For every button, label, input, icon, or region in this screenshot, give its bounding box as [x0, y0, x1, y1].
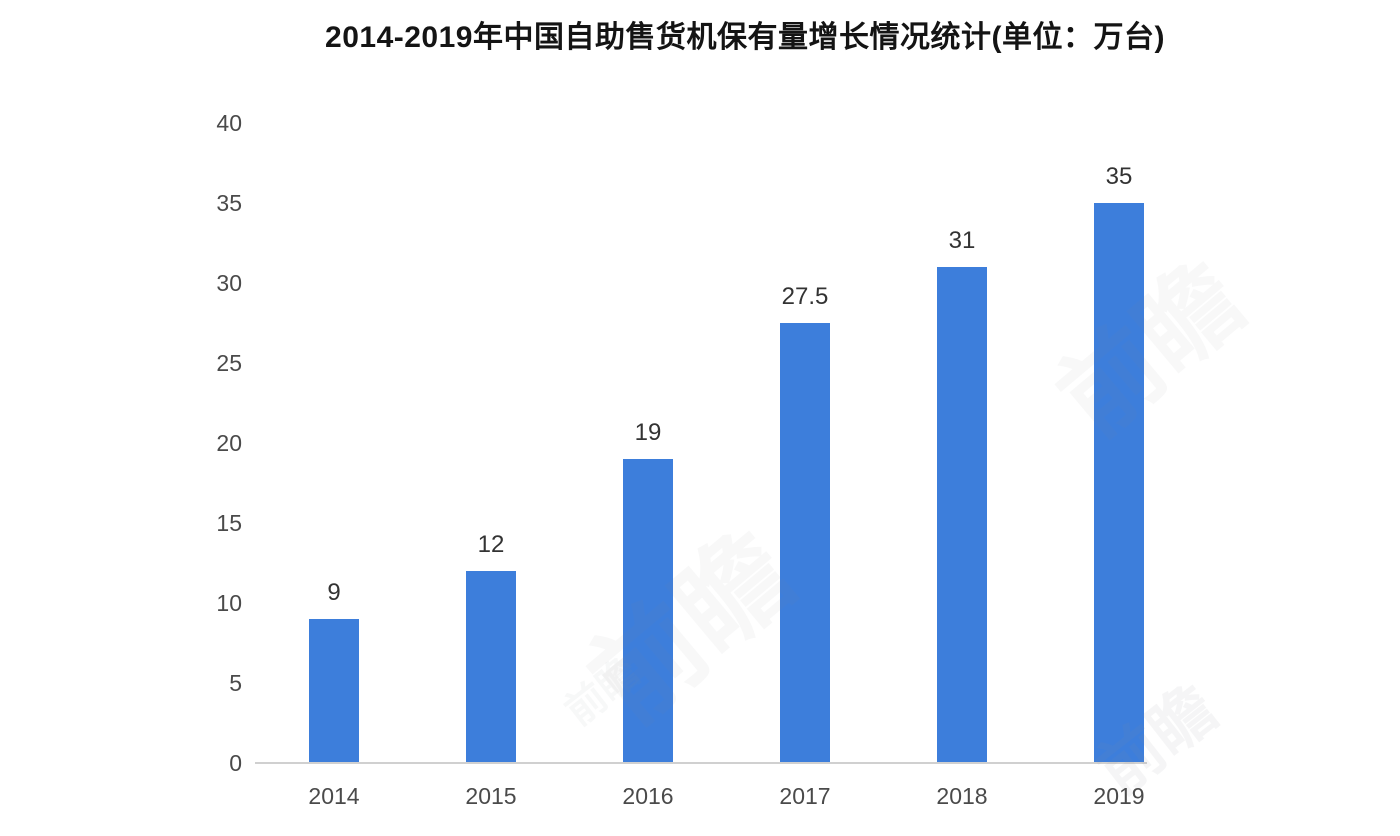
watermark-text: 前瞻: [1038, 242, 1264, 457]
y-axis-tick-label: 10: [216, 590, 242, 616]
bar-value-label: 19: [634, 419, 662, 446]
bar-value-label: 35: [1105, 163, 1133, 190]
x-axis-tick-label: 2016: [622, 783, 674, 809]
x-axis-tick-label: 2017: [779, 783, 831, 809]
x-axis-tick-label: 2018: [936, 783, 988, 809]
bar: [1094, 203, 1144, 763]
y-axis-tick-label: 30: [216, 270, 242, 296]
bar: [623, 459, 673, 763]
bar: [309, 619, 359, 763]
y-axis-tick-label: 40: [216, 110, 242, 136]
x-axis-tick-label: 2015: [465, 783, 517, 809]
bar: [466, 571, 516, 763]
bar-value-label: 9: [327, 579, 341, 606]
bar: [937, 267, 987, 763]
y-axis-tick-label: 25: [216, 350, 242, 376]
chart-title: 2014-2019年中国自助售货机保有量增长情况统计(单位：万台): [325, 21, 1165, 54]
y-axis-tick-label: 35: [216, 190, 242, 216]
y-axis-tick-label: 20: [216, 430, 242, 456]
y-axis-tick-label: 5: [229, 670, 242, 696]
bar-value-label: 12: [477, 531, 505, 558]
y-axis-tick-label: 15: [216, 510, 242, 536]
x-axis-line: [255, 762, 1147, 764]
y-axis-tick-label: 0: [229, 750, 242, 776]
x-axis-tick-label: 2014: [308, 783, 360, 809]
bar-value-label: 27.5: [781, 283, 829, 310]
bar: [780, 323, 830, 763]
x-axis-tick-label: 2019: [1093, 783, 1145, 809]
bar-value-label: 31: [948, 227, 976, 254]
